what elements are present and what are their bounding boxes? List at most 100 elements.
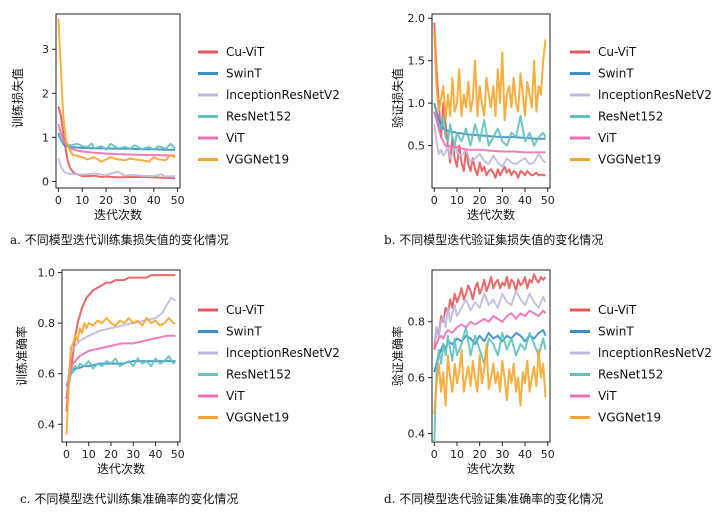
- x-tick-label: 20: [104, 448, 118, 461]
- y-tick-label: 0: [42, 175, 49, 188]
- y-tick-label: 3: [42, 43, 49, 56]
- panel-caption: b. 不同模型迭代验证集损失值的变化情况: [384, 232, 603, 247]
- series-line-vit: [433, 111, 546, 154]
- x-tick-label: 20: [99, 194, 113, 207]
- series-line-inceptionresnetv2: [65, 296, 177, 400]
- legend-label-resnet152: ResNet152: [226, 110, 291, 124]
- y-axis-label: 训练准确率: [14, 326, 29, 386]
- legend: Cu-ViT SwinT lnceptionResNetV2 ResNet152 ViT…: [570, 45, 712, 167]
- panel-caption: c. 不同模型迭代训练集准确率的变化情况: [20, 491, 238, 506]
- series-line-inceptionresnetv2: [57, 158, 176, 178]
- legend-label-vggnet19: VGGNet19: [598, 153, 661, 167]
- series-line-inceptionresnetv2: [433, 290, 547, 345]
- legend-label-inceptionresnetv2: lnceptionResNetV2: [598, 88, 712, 102]
- legend-label-inceptionresnetv2: lnceptionResNetV2: [226, 346, 340, 360]
- x-axis-label: 迭代次数: [94, 207, 142, 222]
- series-line-inceptionresnetv2: [433, 124, 547, 168]
- y-tick-label: 0.8: [408, 316, 426, 329]
- y-axis-label: 训练损失值: [10, 68, 25, 128]
- legend-label-resnet152: ResNet152: [598, 368, 663, 382]
- x-tick-label: 10: [450, 448, 464, 461]
- series-line-cu-vit: [57, 106, 176, 180]
- legend-label-resnet152: ResNet152: [226, 368, 291, 382]
- x-tick-label: 40: [149, 448, 163, 461]
- chart-panel-b: 0 10 20 30 40 50 0.5 1.0 1.5 2.0 迭代次数 验证损失值 Cu-ViT Sw…: [384, 12, 712, 247]
- y-tick-label: 0.5: [408, 140, 426, 153]
- series-line-vggnet19: [57, 18, 176, 163]
- x-tick-label: 10: [82, 448, 96, 461]
- panel-caption: a. 不同模型迭代训练集损失值的变化情况: [10, 232, 229, 247]
- plot-frame: [55, 13, 181, 189]
- x-tick-label: 30: [123, 194, 137, 207]
- series-line-resnet152: [65, 355, 177, 400]
- x-tick-label: 0: [431, 194, 438, 207]
- x-tick-label: 10: [75, 194, 89, 207]
- y-tick-label: 0.6: [408, 372, 426, 385]
- y-tick-label: 1.0: [408, 97, 426, 110]
- series-line-vggnet19: [433, 30, 547, 122]
- x-tick-label: 10: [450, 194, 464, 207]
- legend-label-inceptionresnetv2: lnceptionResNetV2: [598, 346, 712, 360]
- chart-panel-c: 0 10 20 30 40 50 0.4 0.6 0.8 1.0 迭代次数 训练准确率 Cu-ViT Sw…: [14, 267, 340, 506]
- series-line-vit: [433, 309, 547, 351]
- legend-label-swint: SwinT: [226, 325, 262, 339]
- legend-label-vggnet19: VGGNet19: [226, 411, 289, 425]
- legend-label-cu-vit: Cu-ViT: [226, 45, 265, 59]
- y-tick-label: 0.8: [38, 317, 56, 330]
- y-tick-label: 1: [42, 131, 49, 144]
- series-line-resnet152: [433, 111, 547, 147]
- x-tick-label: 20: [473, 448, 487, 461]
- series-line-resnet152: [433, 326, 547, 443]
- x-axis-label: 迭代次数: [467, 207, 515, 222]
- plot-frame: [431, 13, 551, 189]
- x-tick-label: 0: [55, 194, 62, 207]
- x-axis-label: 迭代次数: [467, 461, 515, 476]
- legend-label-vggnet19: VGGNet19: [226, 153, 289, 167]
- legend-label-vit: ViT: [598, 389, 617, 403]
- x-tick-label: 0: [431, 448, 438, 461]
- legend-label-vit: ViT: [598, 131, 617, 145]
- legend-label-vit: ViT: [226, 389, 245, 403]
- x-tick-label: 50: [541, 448, 555, 461]
- x-axis-label: 迭代次数: [97, 461, 145, 476]
- x-tick-label: 0: [63, 448, 70, 461]
- legend-label-vit: ViT: [226, 131, 245, 145]
- plot-frame: [431, 269, 551, 443]
- legend: Cu-ViT SwinT lnceptionResNetV2 ResNet152 ViT…: [570, 303, 712, 425]
- y-tick-label: 2: [42, 87, 49, 100]
- series-line-vggnet19: [65, 317, 176, 435]
- legend-label-swint: SwinT: [226, 67, 262, 81]
- legend-label-vggnet19: VGGNet19: [598, 411, 661, 425]
- y-tick-label: 1.5: [408, 55, 426, 68]
- legend: Cu-ViT SwinT lnceptionResNetV2 ResNet152 ViT…: [198, 45, 340, 167]
- series-line-vit: [65, 334, 176, 400]
- legend-label-cu-vit: Cu-ViT: [598, 45, 637, 59]
- y-axis-label: 验证损失值: [390, 68, 405, 128]
- x-tick-label: 30: [126, 448, 140, 461]
- y-tick-label: 0.4: [38, 418, 56, 431]
- y-tick-label: 1.0: [38, 267, 56, 280]
- panel-caption: d. 不同模型迭代验证集准确率的变化情况: [384, 491, 603, 506]
- legend-label-resnet152: ResNet152: [598, 110, 663, 124]
- x-tick-label: 30: [495, 448, 509, 461]
- x-tick-label: 50: [171, 448, 185, 461]
- x-tick-label: 40: [147, 194, 161, 207]
- x-tick-label: 30: [495, 194, 509, 207]
- series-line-resnet152: [57, 134, 176, 151]
- plot-frame: [61, 269, 181, 443]
- y-axis-label: 验证准确率: [390, 326, 405, 386]
- y-tick-label: 2.0: [408, 12, 426, 25]
- legend-label-swint: SwinT: [598, 67, 634, 81]
- legend-label-cu-vit: Cu-ViT: [226, 303, 265, 317]
- x-tick-label: 40: [518, 448, 532, 461]
- series-line-cu-vit: [65, 274, 176, 412]
- x-tick-label: 40: [518, 194, 532, 207]
- legend-label-swint: SwinT: [598, 325, 634, 339]
- x-tick-label: 50: [171, 194, 185, 207]
- chart-panel-d: 0 10 20 30 40 50 0.4 0.6 0.8 迭代次数 验证准确率 Cu-ViT SwinT…: [384, 269, 712, 506]
- chart-panel-a: 0 10 20 30 40 50 0 1 2 3 迭代次数 训练损失值 Cu-ViT SwinT lncep…: [10, 13, 340, 247]
- series-line-cu-vit: [433, 273, 547, 350]
- x-tick-label: 20: [473, 194, 487, 207]
- legend-label-cu-vit: Cu-ViT: [598, 303, 637, 317]
